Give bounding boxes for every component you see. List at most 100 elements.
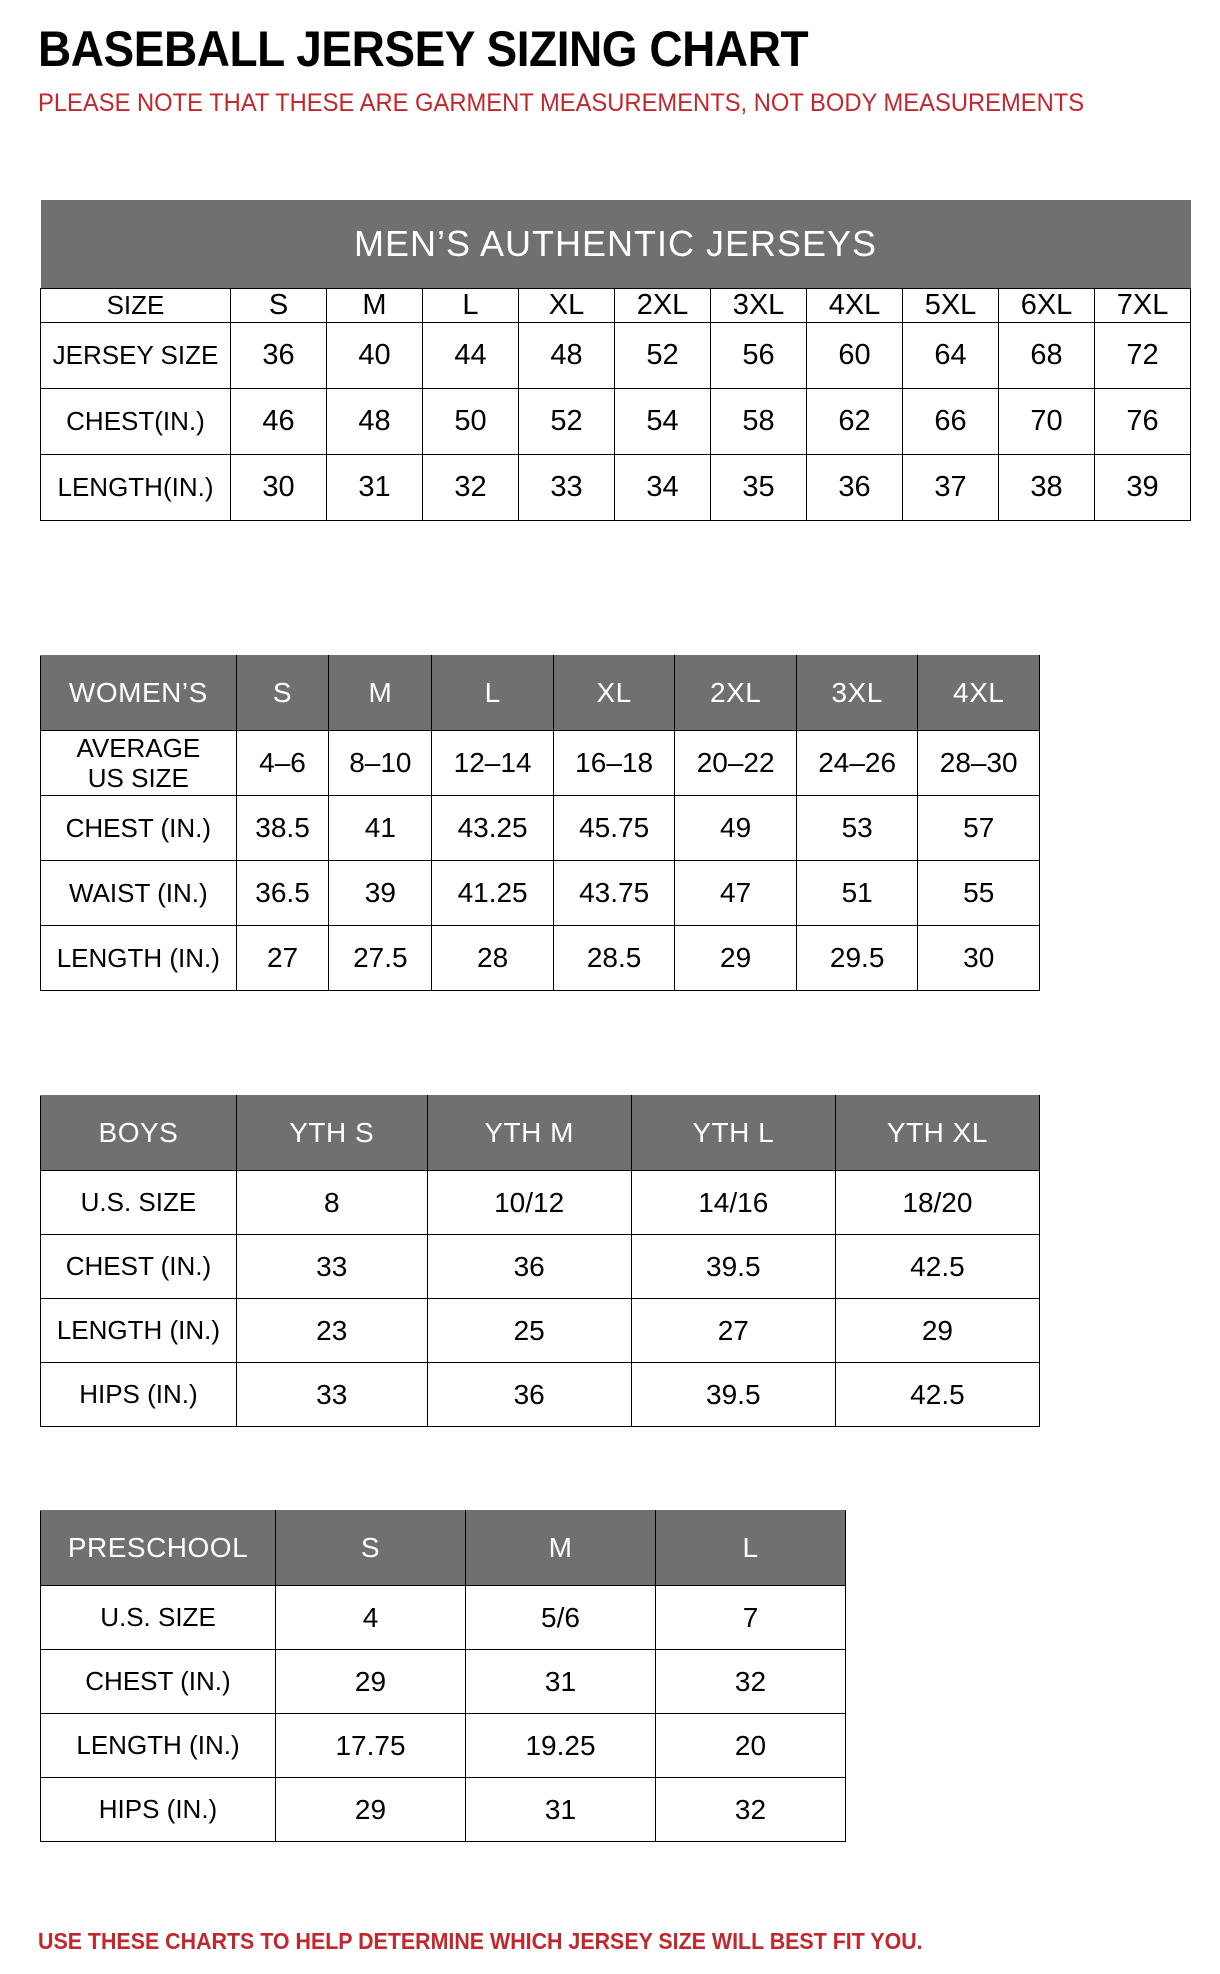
mens-col-6xl: 6XL (998, 288, 1095, 323)
table-cell: 25 (426, 1298, 632, 1363)
table-cell: 31 (326, 454, 423, 521)
womens-col-2xl: 2XL (674, 655, 797, 731)
mens-col-2xl: 2XL (614, 288, 711, 323)
table-row: CHEST (IN.) 33 36 39.5 42.5 (40, 1234, 1041, 1299)
table-cell: 38.5 (235, 795, 330, 861)
table-row: CHEST (IN.) 29 31 32 (40, 1649, 846, 1714)
womens-row-label-line2: US SIZE (87, 763, 189, 793)
mens-row-label-length: LENGTH(IN.) (40, 454, 231, 521)
table-cell: 39.5 (630, 1234, 836, 1299)
table-row: JERSEY SIZE 36 40 44 48 52 56 60 64 68 7… (40, 322, 1192, 389)
table-row: CHEST(IN.) 46 48 50 52 54 58 62 66 70 76 (40, 388, 1192, 455)
mens-corner-label: SIZE (40, 288, 231, 323)
mens-col-4xl: 4XL (806, 288, 903, 323)
table-cell: 41 (328, 795, 433, 861)
table-cell: 68 (998, 322, 1095, 389)
table-cell: 29 (275, 1649, 466, 1714)
page-title: BASEBALL JERSEY SIZING CHART (38, 21, 809, 77)
table-cell: 14/16 (630, 1170, 836, 1235)
preschool-col-m: M (465, 1510, 656, 1586)
garment-measurement-note: PLEASE NOTE THAT THESE ARE GARMENT MEASU… (38, 89, 1085, 117)
table-cell: 5/6 (465, 1585, 656, 1650)
table-cell: 48 (518, 322, 615, 389)
table-cell: 33 (235, 1362, 428, 1427)
table-cell: 7 (655, 1585, 846, 1650)
preschool-table-header-row: PRESCHOOL S M L (40, 1510, 846, 1586)
womens-table-header-row: WOMEN’S S M L XL 2XL 3XL 4XL (40, 655, 1040, 731)
table-cell: 28–30 (917, 730, 1040, 796)
table-cell: 30 (230, 454, 327, 521)
table-cell: 35 (710, 454, 807, 521)
table-cell: 29 (275, 1777, 466, 1842)
preschool-corner-label: PRESCHOOL (40, 1510, 276, 1586)
table-cell: 29.5 (795, 925, 919, 991)
table-cell: 33 (518, 454, 615, 521)
table-cell: 32 (655, 1777, 846, 1842)
table-cell: 38 (998, 454, 1095, 521)
table-cell: 62 (806, 388, 903, 455)
table-cell: 72 (1093, 322, 1192, 389)
womens-corner-label: WOMEN’S (40, 655, 237, 731)
table-cell: 27 (235, 925, 330, 991)
table-cell: 44 (422, 322, 519, 389)
table-row: AVERAGE US SIZE 4–6 8–10 12–14 16–18 20–… (40, 730, 1040, 796)
womens-row-label-line1: AVERAGE (76, 733, 201, 763)
table-row: HIPS (IN.) 29 31 32 (40, 1777, 846, 1842)
preschool-row-label-length: LENGTH (IN.) (40, 1713, 276, 1778)
table-cell: 17.75 (275, 1713, 466, 1778)
footer-note: USE THESE CHARTS TO HELP DETERMINE WHICH… (38, 1928, 923, 1954)
table-row: LENGTH (IN.) 27 27.5 28 28.5 29 29.5 30 (40, 925, 1040, 991)
table-cell: 39 (1093, 454, 1192, 521)
table-row: LENGTH (IN.) 17.75 19.25 20 (40, 1713, 846, 1778)
table-cell: 47 (674, 860, 797, 926)
table-cell: 46 (230, 388, 327, 455)
mens-col-m: M (326, 288, 423, 323)
womens-col-m: M (328, 655, 433, 731)
table-cell: 52 (518, 388, 615, 455)
table-cell: 33 (235, 1234, 428, 1299)
table-cell: 42.5 (834, 1362, 1041, 1427)
table-cell: 36.5 (235, 860, 330, 926)
mens-table-banner-row: MEN’S AUTHENTIC JERSEYS (40, 200, 1191, 289)
table-cell: 66 (902, 388, 999, 455)
table-cell: 58 (710, 388, 807, 455)
boys-row-label-chest: CHEST (IN.) (40, 1234, 237, 1299)
table-cell: 16–18 (552, 730, 676, 796)
womens-row-label-waist: WAIST (IN.) (40, 860, 237, 926)
womens-row-label-chest: CHEST (IN.) (40, 795, 237, 861)
boys-row-label-us-size: U.S. SIZE (40, 1170, 237, 1235)
table-cell: 20–22 (674, 730, 797, 796)
womens-col-l: L (431, 655, 554, 731)
table-cell: 4 (275, 1585, 466, 1650)
table-row: U.S. SIZE 8 10/12 14/16 18/20 (40, 1170, 1041, 1235)
table-cell: 45.75 (552, 795, 676, 861)
table-cell: 48 (326, 388, 423, 455)
table-cell: 27.5 (328, 925, 433, 991)
preschool-col-l: L (655, 1510, 846, 1586)
boys-row-label-length: LENGTH (IN.) (40, 1298, 237, 1363)
mens-col-s: S (230, 288, 327, 323)
preschool-row-label-chest: CHEST (IN.) (40, 1649, 276, 1714)
table-cell: 41.25 (431, 860, 554, 926)
preschool-row-label-us-size: U.S. SIZE (40, 1585, 276, 1650)
mens-col-3xl: 3XL (710, 288, 807, 323)
table-cell: 36 (426, 1362, 632, 1427)
mens-col-5xl: 5XL (902, 288, 999, 323)
mens-table-banner: MEN’S AUTHENTIC JERSEYS (40, 200, 1191, 289)
boys-col-yth-m: YTH M (426, 1095, 632, 1171)
table-cell: 36 (426, 1234, 632, 1299)
table-row: WAIST (IN.) 36.5 39 41.25 43.75 47 51 55 (40, 860, 1040, 926)
table-cell: 28.5 (552, 925, 676, 991)
table-cell: 76 (1093, 388, 1192, 455)
table-cell: 32 (422, 454, 519, 521)
mens-row-label-jersey-size: JERSEY SIZE (40, 322, 231, 389)
boys-col-yth-l: YTH L (630, 1095, 836, 1171)
table-cell: 40 (326, 322, 423, 389)
table-cell: 51 (795, 860, 919, 926)
table-cell: 70 (998, 388, 1095, 455)
preschool-row-label-hips: HIPS (IN.) (40, 1777, 276, 1842)
mens-row-label-chest: CHEST(IN.) (40, 388, 231, 455)
table-cell: 8–10 (328, 730, 433, 796)
table-cell: 10/12 (426, 1170, 632, 1235)
